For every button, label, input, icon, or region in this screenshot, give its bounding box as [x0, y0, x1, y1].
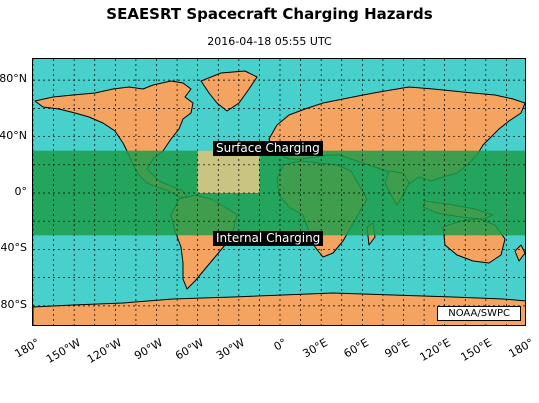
lon-tick-label: 90°E	[382, 336, 412, 361]
noaa-credit: NOAA/SWPC	[437, 306, 521, 321]
lon-tick-label: 120°W	[84, 336, 124, 366]
surface-charging-label: Surface Charging	[213, 141, 323, 156]
timestamp: 2016-04-18 05:55 UTC	[207, 35, 332, 48]
lon-tick-label: 60°E	[341, 336, 371, 361]
new-zealand	[514, 244, 525, 262]
surface-highlight-box	[197, 150, 260, 193]
lon-tick-label: 150°E	[458, 336, 495, 364]
chart-title: SEAESRT Spacecraft Charging Hazards	[106, 5, 433, 23]
lon-tick-label: 0°	[271, 336, 289, 354]
lon-tick-label: 150°W	[43, 336, 83, 366]
lon-tick-label: 30°E	[300, 336, 330, 361]
graticule	[33, 59, 525, 325]
internal-charging-label: Internal Charging	[213, 231, 324, 246]
lon-tick-label: 120°E	[417, 336, 454, 364]
lat-tick-label: 0°	[14, 185, 28, 198]
antarctica	[33, 292, 525, 325]
lon-tick-label: 60°W	[173, 336, 207, 363]
world-map: Surface Charging Internal Charging NOAA/…	[32, 58, 526, 326]
map-canvas	[33, 59, 525, 325]
lon-tick-label: 180°	[506, 336, 536, 361]
lat-tick-label: 40°S	[0, 241, 27, 255]
lat-tick-label: 80°S	[0, 297, 27, 311]
lon-tick-label: 180°	[12, 336, 42, 361]
greenland	[200, 70, 258, 112]
lat-tick-label: 40°N	[0, 128, 27, 142]
lon-tick-label: 90°W	[132, 336, 165, 363]
lat-tick-label: 80°N	[0, 72, 27, 86]
lon-tick-label: 30°W	[214, 336, 248, 363]
